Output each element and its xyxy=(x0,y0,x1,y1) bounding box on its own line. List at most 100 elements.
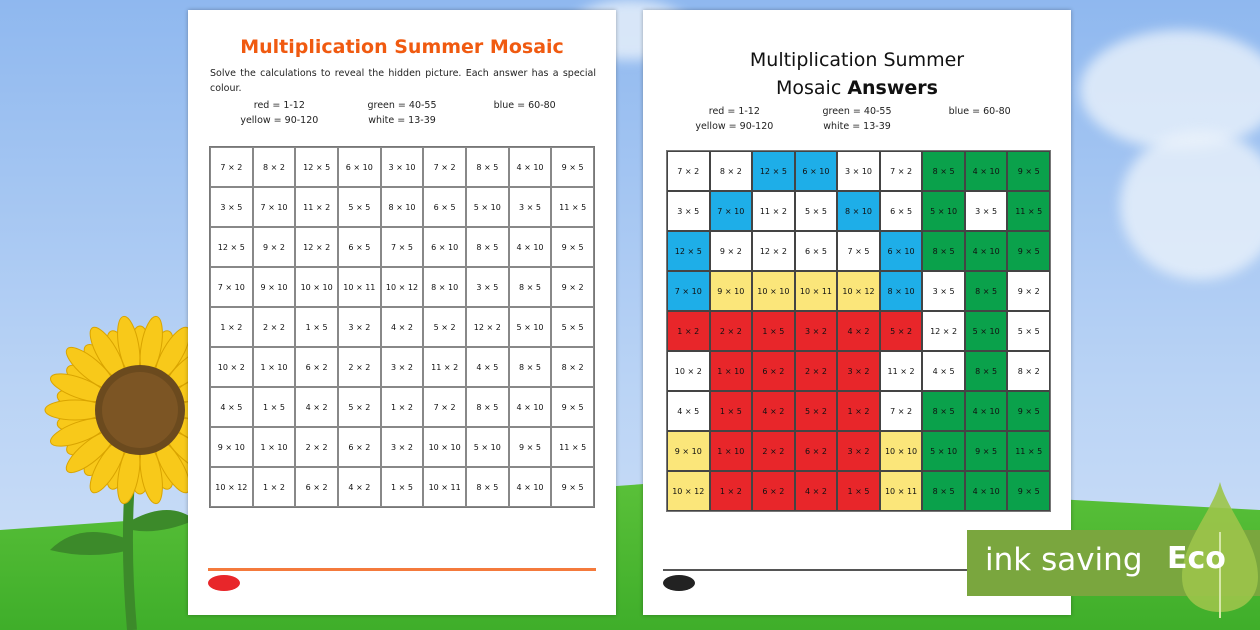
grid-cell: 10 × 12 xyxy=(380,267,424,307)
grid-cell: 5 × 2 xyxy=(338,387,381,427)
grid-cell: 11 × 5 xyxy=(1007,191,1050,231)
grid-cell: 11 × 5 xyxy=(551,427,594,467)
grid-cell: 3 × 2 xyxy=(794,311,838,351)
legend-yellow: yellow = 90-120 xyxy=(240,115,319,126)
grid-cell: 1 × 5 xyxy=(709,391,753,431)
grid-cell: 3 × 5 xyxy=(508,187,552,227)
grid-cell: 8 × 5 xyxy=(922,151,965,191)
grid-cell: 11 × 5 xyxy=(1007,431,1050,471)
grid-cell: 11 × 2 xyxy=(423,347,466,387)
grid-cell: 4 × 5 xyxy=(667,391,710,431)
grid-cell: 4 × 2 xyxy=(295,387,338,427)
grid-cell: 4 × 2 xyxy=(837,311,880,351)
grid-cell: 2 × 2 xyxy=(752,431,795,471)
grid-cell: 7 × 2 xyxy=(879,391,923,431)
grid-cell: 1 × 5 xyxy=(380,467,424,507)
grid-cell: 12 × 2 xyxy=(466,307,509,347)
answers-page: Multiplication Summer Mosaic Answers red… xyxy=(643,10,1071,615)
grid-cell: 5 × 10 xyxy=(508,307,552,347)
grid-cell: 5 × 10 xyxy=(466,187,509,227)
grid-cell: 4 × 10 xyxy=(964,391,1008,431)
grid-cell: 4 × 10 xyxy=(964,151,1008,191)
twinkl-logo xyxy=(663,575,695,591)
grid-cell: 10 × 10 xyxy=(423,427,466,467)
grid-cell: 6 × 10 xyxy=(879,231,923,271)
grid-cell: 8 × 5 xyxy=(466,467,509,507)
legend-red: red = 1-12 xyxy=(708,106,760,117)
grid-cell: 7 × 2 xyxy=(210,147,253,187)
grid-cell: 1 × 5 xyxy=(837,471,880,511)
grid-cell: 8 × 5 xyxy=(964,271,1008,311)
grid-cell: 7 × 10 xyxy=(210,267,253,307)
legend-blue: blue = 60-80 xyxy=(948,106,1011,117)
grid-cell: 9 × 5 xyxy=(1007,471,1050,511)
grid-cell: 9 × 10 xyxy=(210,427,253,467)
grid-cell: 7 × 10 xyxy=(709,191,753,231)
grid-cell: 12 × 2 xyxy=(752,231,795,271)
grid-cell: 4 × 10 xyxy=(964,231,1008,271)
grid-cell: 5 × 2 xyxy=(423,307,466,347)
grid-cell: 8 × 2 xyxy=(252,147,296,187)
answers-title: Multiplication Summer Mosaic Answers xyxy=(643,46,1071,102)
grid-cell: 9 × 10 xyxy=(252,267,296,307)
grid-cell: 6 × 5 xyxy=(423,187,466,227)
grid-cell: 6 × 10 xyxy=(338,147,381,187)
grid-cell: 4 × 2 xyxy=(380,307,424,347)
footer-divider xyxy=(663,569,1051,571)
grid-cell: 8 × 2 xyxy=(709,151,753,191)
legend-blue: blue = 60-80 xyxy=(493,100,556,111)
grid-cell: 2 × 2 xyxy=(295,427,338,467)
grid-cell: 4 × 2 xyxy=(794,471,838,511)
grid-cell: 9 × 5 xyxy=(551,227,594,267)
twinkl-logo xyxy=(208,575,240,591)
grid-cell: 12 × 5 xyxy=(210,227,253,267)
grid-cell: 3 × 10 xyxy=(837,151,880,191)
grid-cell: 9 × 5 xyxy=(1007,391,1050,431)
grid-cell: 10 × 12 xyxy=(210,467,253,507)
grid-cell: 5 × 5 xyxy=(794,191,838,231)
grid-cell: 6 × 10 xyxy=(423,227,466,267)
grid-cell: 7 × 2 xyxy=(667,151,710,191)
grid-cell: 1 × 5 xyxy=(295,307,338,347)
grid-cell: 10 × 11 xyxy=(879,471,923,511)
legend-white: white = 13-39 xyxy=(823,121,891,132)
grid-cell: 10 × 2 xyxy=(210,347,253,387)
grid-cell: 8 × 5 xyxy=(922,471,965,511)
grid-cell: 7 × 2 xyxy=(423,387,466,427)
answers-colour-legend: red = 1-12 green = 40-55 blue = 60-80 ye… xyxy=(673,106,1041,132)
legend-green: green = 40-55 xyxy=(822,106,892,117)
grid-cell: 8 × 10 xyxy=(837,191,880,231)
grid-cell: 1 × 2 xyxy=(252,467,296,507)
grid-cell: 1 × 2 xyxy=(837,391,880,431)
grid-cell: 6 × 2 xyxy=(295,467,338,507)
grid-cell: 1 × 10 xyxy=(252,427,296,467)
grid-cell: 7 × 2 xyxy=(423,147,466,187)
grid-cell: 12 × 5 xyxy=(752,151,795,191)
grid-cell: 2 × 2 xyxy=(794,351,838,391)
grid-cell: 4 × 10 xyxy=(508,227,552,267)
grid-cell: 1 × 10 xyxy=(252,347,296,387)
grid-cell: 8 × 10 xyxy=(380,187,424,227)
grid-cell: 8 × 5 xyxy=(922,231,965,271)
grid-cell: 10 × 12 xyxy=(837,271,880,311)
grid-cell: 7 × 10 xyxy=(667,271,710,311)
grid-cell: 10 × 10 xyxy=(752,271,795,311)
grid-cell: 12 × 2 xyxy=(295,227,338,267)
grid-cell: 4 × 2 xyxy=(338,467,381,507)
grid-cell: 9 × 2 xyxy=(551,267,594,307)
grid-cell: 9 × 5 xyxy=(551,147,594,187)
grid-cell: 1 × 10 xyxy=(709,431,753,471)
grid-cell: 8 × 10 xyxy=(423,267,466,307)
grid-cell: 10 × 10 xyxy=(879,431,923,471)
legend-yellow: yellow = 90-120 xyxy=(695,121,774,132)
ink-saving-label: ink saving xyxy=(985,542,1143,578)
grid-cell: 3 × 5 xyxy=(466,267,509,307)
grid-cell: 3 × 5 xyxy=(922,271,965,311)
grid-cell: 12 × 5 xyxy=(295,147,338,187)
grid-cell: 8 × 5 xyxy=(508,347,552,387)
legend-red: red = 1-12 xyxy=(253,100,305,111)
grid-cell: 4 × 5 xyxy=(210,387,253,427)
grid-cell: 1 × 2 xyxy=(709,471,753,511)
grid-cell: 11 × 2 xyxy=(879,351,923,391)
